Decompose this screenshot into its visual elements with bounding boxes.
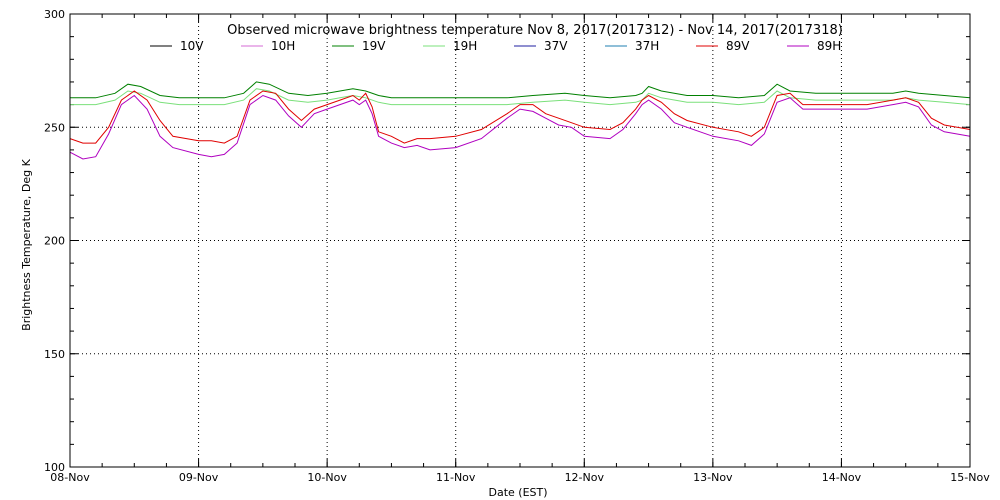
plot-frame bbox=[69, 13, 971, 468]
x-tick-label: 09-Nov bbox=[179, 471, 219, 484]
x-tick-labels: 08-Nov 09-Nov 10-Nov 11-Nov 12-Nov 13-Nov 14-N… bbox=[50, 471, 990, 484]
legend-label-19v: 19V bbox=[362, 39, 386, 53]
chart-title: Observed microwave brightness temperatur… bbox=[227, 23, 843, 38]
y-tick-labels: 100 150 200 250 300 bbox=[44, 8, 65, 474]
x-tick-label: 13-Nov bbox=[693, 471, 733, 484]
legend-label-89v: 89V bbox=[726, 39, 750, 53]
legend-label-89h: 89H bbox=[817, 39, 841, 53]
x-tick-label: 14-Nov bbox=[822, 471, 862, 484]
axis-ticks bbox=[69, 13, 971, 468]
y-tick-label: 300 bbox=[44, 8, 65, 21]
series-lines bbox=[69, 81, 971, 160]
x-axis-label: Date (EST) bbox=[488, 486, 547, 499]
series-line-19h bbox=[70, 88, 971, 106]
series-line-19v bbox=[70, 81, 971, 99]
y-axis-label: Brightness Temperature, Deg K bbox=[20, 158, 33, 330]
series-line-89h bbox=[69, 94, 971, 160]
legend: 10V 10H 19V 19H 37V 37H 89V 89H bbox=[150, 39, 841, 53]
legend-label-19h: 19H bbox=[453, 39, 477, 53]
y-tick-label: 250 bbox=[44, 121, 65, 134]
legend-label-37h: 37H bbox=[635, 39, 659, 53]
y-tick-label: 200 bbox=[44, 235, 65, 248]
x-tick-label: 12-Nov bbox=[565, 471, 605, 484]
y-tick-label: 100 bbox=[44, 461, 65, 474]
legend-label-37v: 37V bbox=[544, 39, 568, 53]
legend-label-10h: 10H bbox=[271, 39, 295, 53]
legend-label-10v: 10V bbox=[180, 39, 204, 53]
x-tick-label: 11-Nov bbox=[436, 471, 476, 484]
x-tick-label: 08-Nov bbox=[50, 471, 90, 484]
y-tick-label: 150 bbox=[44, 348, 65, 361]
x-tick-label: 10-Nov bbox=[307, 471, 347, 484]
x-tick-label: 15-Nov bbox=[950, 471, 990, 484]
series-line-89v bbox=[69, 90, 971, 144]
